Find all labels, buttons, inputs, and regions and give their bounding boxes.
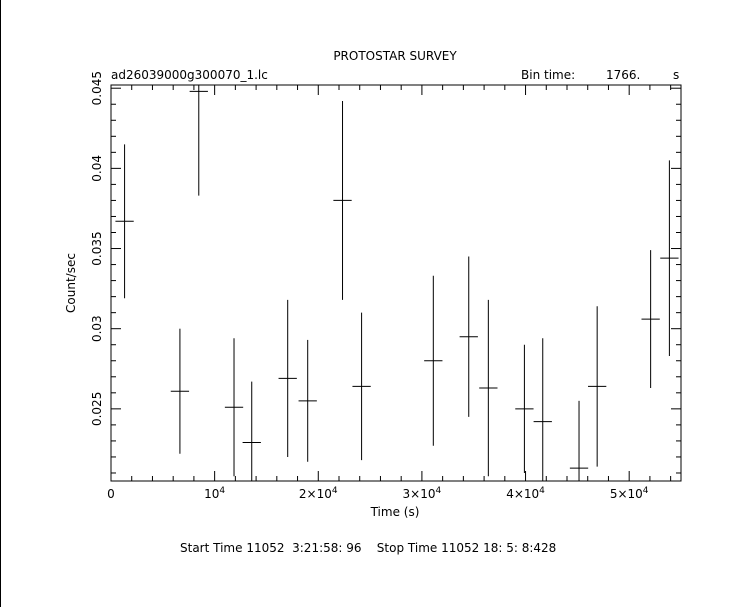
data-point bbox=[224, 338, 244, 477]
x-tick-label: 0 bbox=[107, 487, 115, 501]
data-point bbox=[641, 250, 660, 389]
data-point bbox=[479, 299, 498, 477]
start-time-value: 11052 3:21:58: 96 bbox=[246, 541, 362, 555]
y-tick-label: 0.045 bbox=[90, 71, 104, 105]
y-tick-label: 0.035 bbox=[90, 231, 104, 265]
x-axis-label: Time (s) bbox=[370, 505, 420, 519]
x-tick-label: 3×104 bbox=[403, 486, 442, 501]
y-tick-label: 0.025 bbox=[90, 392, 104, 426]
data-point bbox=[278, 299, 297, 457]
bin-time-unit: s bbox=[673, 68, 679, 82]
bin-time-value: 1766. bbox=[606, 68, 640, 82]
data-point bbox=[298, 339, 317, 462]
x-axis-ticks bbox=[110, 85, 672, 481]
data-point bbox=[588, 306, 607, 467]
data-point bbox=[424, 275, 443, 446]
data-points bbox=[115, 85, 679, 481]
data-point bbox=[352, 312, 371, 461]
x-tick-label: 5×104 bbox=[610, 486, 649, 501]
page-border bbox=[0, 0, 1, 607]
data-point bbox=[242, 381, 261, 481]
y-tick-label: 0.03 bbox=[90, 315, 104, 342]
plot-frame bbox=[110, 84, 682, 482]
data-point bbox=[115, 144, 134, 299]
chart-title: PROTOSTAR SURVEY bbox=[333, 49, 457, 63]
x-axis-tick-labels: 0 104 2×104 3×104 4×104 5×104 bbox=[107, 486, 649, 501]
x-tick-label: 4×104 bbox=[506, 486, 545, 501]
stop-time-label: Stop Time bbox=[376, 541, 438, 555]
y-tick-label: 0.04 bbox=[90, 155, 104, 182]
source-filename: ad26039000g300070_1.lc bbox=[111, 68, 268, 82]
bin-time-label: Bin time: bbox=[521, 68, 575, 82]
x-tick-label: 2×104 bbox=[299, 486, 338, 501]
data-point bbox=[515, 344, 534, 473]
stop-time-value: 11052 18: 5: 8:428 bbox=[441, 541, 557, 555]
data-point bbox=[333, 101, 352, 300]
y-axis-ticks bbox=[111, 87, 681, 474]
y-axis-label: Count/sec bbox=[64, 253, 78, 313]
data-point bbox=[189, 85, 208, 196]
data-point bbox=[170, 328, 190, 454]
time-range-footer: Start Time 11052 3:21:58: 96 Stop Time 1… bbox=[180, 541, 556, 555]
data-point bbox=[660, 160, 679, 356]
start-time-label: Start Time bbox=[180, 541, 243, 555]
x-tick-label: 104 bbox=[204, 486, 225, 501]
y-axis-tick-labels: 0.025 0.03 0.035 0.04 0.045 bbox=[90, 71, 104, 426]
data-point bbox=[569, 400, 589, 481]
data-point bbox=[459, 256, 478, 417]
data-point bbox=[533, 338, 552, 481]
